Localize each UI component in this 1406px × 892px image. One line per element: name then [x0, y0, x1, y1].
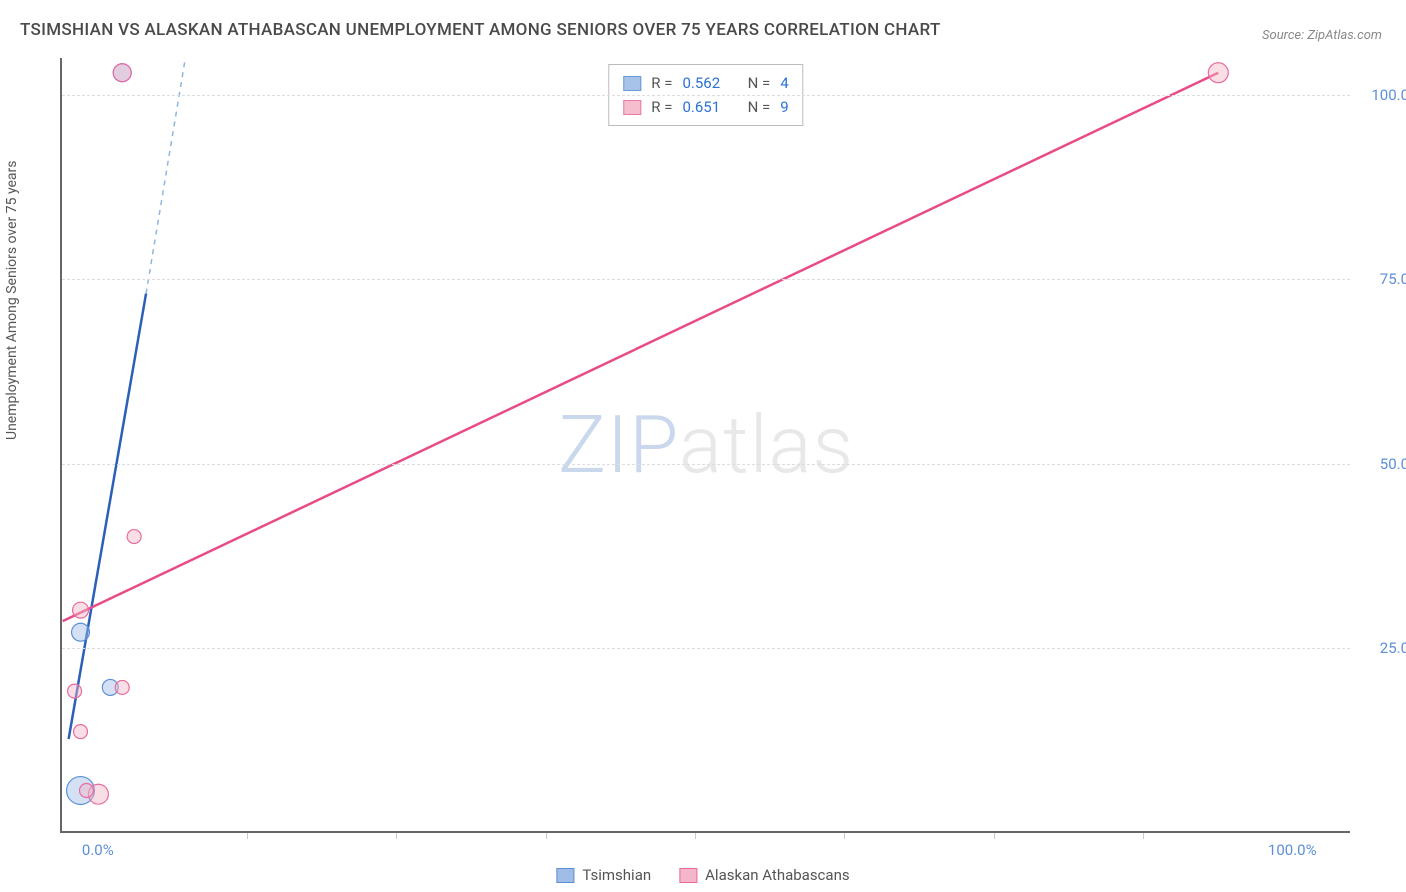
legend-item-athabascan: Alaskan Athabascans	[679, 866, 849, 884]
chart-title: TSIMSHIAN VS ALASKAN ATHABASCAN UNEMPLOY…	[20, 20, 941, 40]
r-value: 0.651	[682, 95, 720, 119]
data-point-tsimshian	[72, 623, 90, 641]
gridline-h	[62, 464, 1350, 465]
data-point-athabascan	[113, 64, 131, 82]
y-tick-label: 50.0%	[1360, 455, 1406, 473]
data-point-athabascan	[80, 784, 94, 798]
swatch-tsimshian	[623, 76, 641, 91]
x-minor-tick	[844, 833, 845, 839]
x-minor-tick	[994, 833, 995, 839]
swatch-athabascan	[623, 100, 641, 115]
x-tick-label: 100.0%	[1268, 841, 1317, 859]
data-point-athabascan	[127, 530, 141, 544]
n-label: N =	[748, 71, 771, 95]
n-value: 9	[780, 95, 788, 119]
gridline-h	[62, 95, 1350, 96]
x-minor-tick	[396, 833, 397, 839]
r-label: R =	[651, 95, 672, 119]
trend-line-athabascan	[63, 73, 1219, 621]
y-tick-label: 25.0%	[1360, 639, 1406, 657]
data-point-athabascan	[115, 680, 129, 694]
legend-item-tsimshian: Tsimshian	[556, 866, 651, 884]
legend-swatch-tsimshian	[556, 868, 574, 883]
legend-swatch-athabascan	[679, 868, 697, 883]
x-minor-tick	[695, 833, 696, 839]
chart-svg	[62, 58, 1350, 831]
trend-line-tsimshian	[69, 294, 146, 739]
source-attribution: Source: ZipAtlas.com	[1262, 28, 1382, 43]
stats-row-athabascan: R = 0.651 N = 9	[623, 95, 788, 119]
trend-line-dash-tsimshian	[146, 58, 185, 294]
r-label: R =	[651, 71, 672, 95]
y-tick-label: 100.0%	[1360, 86, 1406, 104]
n-label: N =	[748, 95, 771, 119]
stats-row-tsimshian: R = 0.562 N = 4	[623, 71, 788, 95]
data-point-athabascan	[1208, 63, 1228, 83]
data-point-athabascan	[73, 602, 89, 618]
series-legend: Tsimshian Alaskan Athabascans	[556, 866, 849, 884]
x-tick-label: 0.0%	[82, 841, 114, 859]
plot-area: ZIPatlas R = 0.562 N = 4 R = 0.651 N = 9…	[60, 58, 1350, 833]
r-value: 0.562	[682, 71, 720, 95]
legend-label-tsimshian: Tsimshian	[582, 866, 651, 884]
data-point-athabascan	[68, 684, 82, 698]
gridline-h	[62, 648, 1350, 649]
gridline-h	[62, 279, 1350, 280]
data-point-athabascan	[74, 725, 88, 739]
x-minor-tick	[1143, 833, 1144, 839]
x-minor-tick	[247, 833, 248, 839]
y-axis-label: Unemployment Among Seniors over 75 years	[4, 161, 20, 441]
x-minor-tick	[546, 833, 547, 839]
n-value: 4	[780, 71, 788, 95]
legend-label-athabascan: Alaskan Athabascans	[705, 866, 849, 884]
y-tick-label: 75.0%	[1360, 270, 1406, 288]
